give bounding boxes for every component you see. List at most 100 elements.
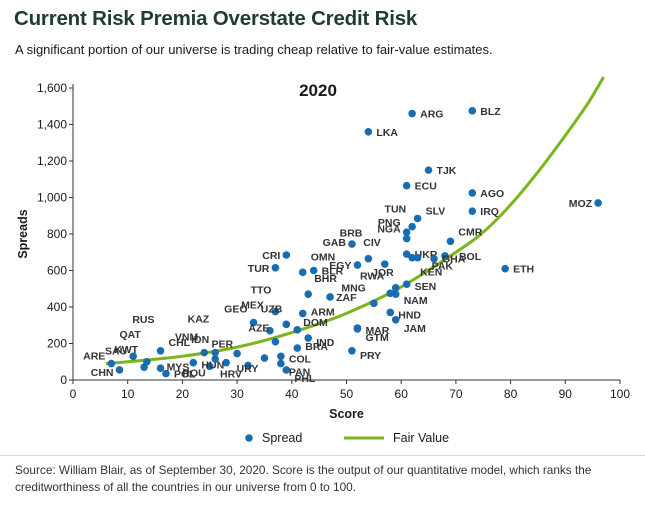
point-label-arg: ARG <box>420 109 443 121</box>
point-label-bhr: BHR <box>314 273 337 285</box>
spread-point-sau <box>129 352 137 361</box>
point-label-egy: EGY <box>329 260 351 272</box>
point-label-uzb: UZB <box>261 303 283 315</box>
x-tick-label: 0 <box>70 387 77 401</box>
point-label-gtm: GTM <box>365 332 389 344</box>
spread-point-tun <box>408 222 416 231</box>
spread-point-phl <box>282 366 291 374</box>
point-label-zaf: ZAF <box>336 292 357 304</box>
spread-point-are <box>107 359 116 368</box>
spread-point-brb <box>364 254 373 263</box>
spread-point-ago <box>468 189 477 197</box>
spread-point-slv <box>413 214 422 223</box>
footer-divider <box>0 455 645 456</box>
spread-point-idn <box>211 355 220 363</box>
point-label-lka: LKA <box>376 127 398 139</box>
legend-spread-marker <box>245 434 253 442</box>
x-tick-label: 50 <box>340 387 354 401</box>
y-tick-label: 1,200 <box>37 154 67 168</box>
spread-point-uzb <box>282 320 291 329</box>
point-label-dom: DOM <box>303 317 328 329</box>
spread-point-hnd <box>386 308 395 317</box>
spread-point-pak <box>413 253 422 262</box>
point-label-hun: HUN <box>201 360 224 372</box>
chart-title: Current Risk Premia Overstate Credit Ris… <box>14 7 418 30</box>
point-label-geo: GEO <box>224 304 247 316</box>
y-tick-label: 200 <box>47 337 67 351</box>
spread-point-geo <box>249 318 258 327</box>
point-label-idn: IDN <box>191 334 209 346</box>
spread-point-chl <box>156 364 165 372</box>
spread-point-gab <box>348 240 356 248</box>
spread-point-bhr <box>304 290 313 299</box>
point-label-irq: IRQ <box>480 206 499 218</box>
point-label-nam: NAM <box>404 295 428 307</box>
spread-point-gha <box>430 254 438 263</box>
spread-point-zaf <box>326 293 334 301</box>
x-tick-label: 80 <box>504 387 518 401</box>
y-tick-label: 800 <box>47 227 67 241</box>
point-label-png: PNG <box>378 217 401 229</box>
spread-point-col <box>277 352 285 361</box>
spread-point-jam <box>391 315 400 324</box>
scatter-chart: 0 200 400 600 800 1,000 1,200 1,400 1,600 0 10 20 30… <box>16 76 630 445</box>
spread-point-blr <box>309 266 318 275</box>
point-label-cri: CRI <box>262 250 280 262</box>
y-tick-label: 1,000 <box>37 191 67 205</box>
spread-point-hrv <box>244 361 252 370</box>
spread-point-tur <box>271 263 280 272</box>
point-label-rwa: RWA <box>360 270 385 282</box>
plot-year-title: 2020 <box>299 81 337 100</box>
point-label-are: ARE <box>83 351 105 363</box>
spread-point-blz <box>468 107 477 115</box>
spread-point-mng <box>370 299 378 308</box>
y-tick-label: 600 <box>47 264 67 278</box>
point-label-mar: MAR <box>365 325 389 337</box>
spread-point-sen <box>402 280 411 288</box>
legend-spread-label: Spread <box>262 431 302 445</box>
point-label-gha: GHA <box>442 254 466 266</box>
y-tick-label: 400 <box>47 300 67 314</box>
point-label-slv: SLV <box>426 205 446 217</box>
spread-point-qat <box>143 357 151 366</box>
point-label-moz: MOZ <box>569 198 593 210</box>
spread-point-cmr <box>446 237 455 246</box>
x-tick-label: 90 <box>559 387 573 401</box>
chart-subtitle: A significant portion of our universe is… <box>15 42 493 57</box>
point-label-rus: RUS <box>132 314 154 326</box>
point-label-bol: BOL <box>459 251 482 263</box>
point-label-pak: PAK <box>432 261 454 273</box>
point-label-qat: QAT <box>119 329 141 341</box>
spread-point-chn <box>115 366 124 374</box>
point-label-blz: BLZ <box>480 106 501 118</box>
point-label-jam: JAM <box>404 323 426 335</box>
point-label-hnd: HND <box>398 309 421 321</box>
spread-point-irq <box>468 207 477 215</box>
point-label-tto: TTO <box>251 285 272 297</box>
spread-point-dom <box>293 326 302 334</box>
y-tick-label: 0 <box>60 373 67 387</box>
spread-point-ken <box>408 253 416 262</box>
x-tick-label: 10 <box>121 387 135 401</box>
point-label-ury: URY <box>237 363 259 375</box>
point-label-phl: PHL <box>294 373 316 385</box>
spread-point-ury <box>260 354 269 362</box>
spread-point-bra <box>293 344 302 352</box>
spread-point-pan <box>277 359 285 368</box>
point-label-chl: CHL <box>169 337 191 349</box>
point-label-cmr: CMR <box>458 226 482 238</box>
spread-point-moz <box>594 199 602 207</box>
point-label-sen: SEN <box>415 281 437 293</box>
point-label-vnm: VNM <box>175 332 199 344</box>
point-label-pry: PRY <box>360 350 381 362</box>
x-tick-label: 30 <box>230 387 244 401</box>
spread-point-egy <box>353 261 362 269</box>
spread-point-nam <box>391 290 400 299</box>
point-label-col: COL <box>289 353 312 365</box>
spread-point-rus <box>156 347 165 355</box>
spread-point-arg <box>408 109 416 118</box>
legend-fair-value-label: Fair Value <box>393 431 449 445</box>
spread-point-ecu <box>402 181 411 190</box>
spread-point-mex <box>266 326 274 335</box>
point-label-hrv: HRV <box>220 368 242 380</box>
